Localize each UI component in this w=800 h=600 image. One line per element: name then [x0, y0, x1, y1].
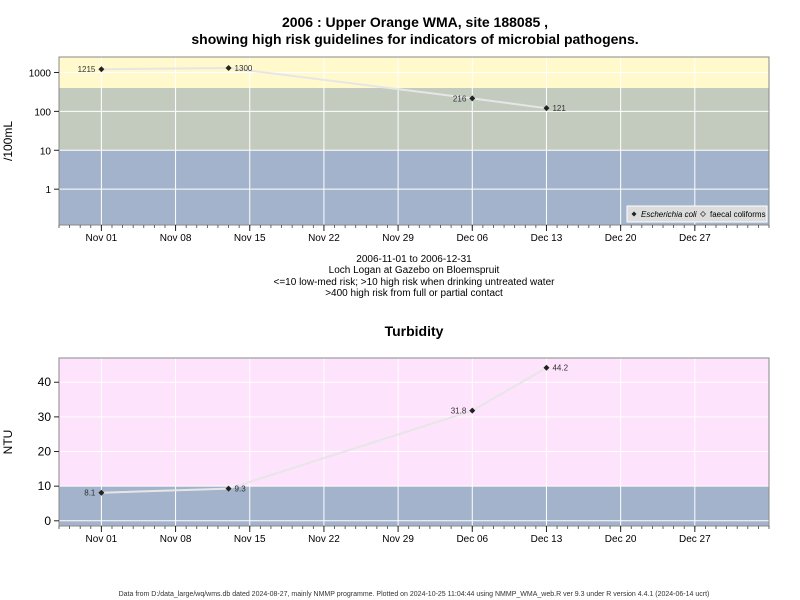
y-tick-label-2: 100 [34, 107, 51, 118]
note-contact-risk: >400 high risk from full or partial cont… [325, 288, 503, 299]
y-tick-label-4: 40 [38, 375, 52, 389]
x-tick-label-6: Dec 13 [531, 534, 563, 545]
data-label-0: 8.1 [84, 489, 96, 498]
x-tick-label-3: Nov 22 [308, 233, 340, 244]
series-line-0 [101, 66, 547, 110]
y-tick-label-1: 10 [38, 479, 52, 493]
y-tick-label-2: 20 [38, 445, 52, 459]
series-line-0 [101, 366, 548, 494]
x-tick-label-8: Dec 27 [679, 534, 711, 545]
data-point-1 [225, 65, 232, 72]
y-tick-label-0: 1 [45, 185, 51, 196]
data-label-0: 1215 [78, 65, 96, 74]
data-point-3 [543, 105, 550, 112]
y-tick-label-3: 30 [38, 410, 52, 424]
risk-band-1 [59, 87, 769, 151]
data-point-2 [469, 407, 476, 414]
x-tick-label-0: Nov 01 [86, 233, 118, 244]
data-label-3: 121 [552, 104, 566, 113]
plot-frame [58, 56, 770, 226]
turbidity-title: Turbidity [385, 323, 444, 339]
figure-title-line2: showing high risk guidelines for indicat… [191, 31, 638, 47]
data-label-1: 1300 [235, 64, 253, 73]
data-label-3: 44.2 [552, 364, 568, 373]
x-tick-label-1: Nov 08 [160, 534, 192, 545]
legend: Escherichia coli faecal coliforms [626, 205, 768, 223]
legend-label-faecal: faecal coliforms [710, 210, 766, 219]
y-axis-label: NTU [1, 430, 15, 455]
x-tick-label-2: Nov 15 [234, 534, 266, 545]
risk-band-1 [59, 358, 769, 487]
x-tick-label-6: Dec 13 [531, 233, 563, 244]
risk-band-0 [59, 486, 769, 526]
y-tick-label-1: 10 [40, 146, 52, 157]
data-point-1 [225, 485, 232, 492]
x-tick-label-4: Nov 29 [382, 233, 414, 244]
ecoli-panel: Nov 01 Nov 08 Nov 15 Nov 22 Nov 29 Dec 06 Dec … [1, 56, 770, 244]
data-point-0 [98, 66, 105, 73]
figure-title-line1: 2006 : Upper Orange WMA, site 188085 , [282, 14, 548, 30]
x-tick-label-1: Nov 08 [160, 233, 192, 244]
data-point-2 [469, 95, 476, 102]
legend-marker-faecal [700, 211, 706, 217]
turbidity-panel: Nov 01 Nov 08 Nov 15 Nov 22 Nov 29 Dec 06 Dec … [1, 357, 770, 545]
x-tick-label-7: Dec 20 [605, 534, 637, 545]
x-tick-label-5: Dec 06 [456, 534, 488, 545]
data-label-2: 216 [453, 94, 467, 103]
x-tick-label-2: Nov 15 [234, 233, 266, 244]
legend-label-ecoli: Escherichia coli [641, 210, 697, 219]
panel1-notes: 2006-11-01 to 2006-12-31 Loch Logan at G… [274, 254, 556, 299]
y-axis-label: /100mL [1, 121, 15, 161]
note-site-name: Loch Logan at Gazebo on Bloemspruit [329, 265, 500, 276]
x-tick-label-3: Nov 22 [308, 534, 340, 545]
x-tick-label-5: Dec 06 [456, 233, 488, 244]
legend-marker-ecoli [631, 211, 637, 217]
y-tick-label-3: 1000 [29, 68, 52, 79]
x-tick-label-4: Nov 29 [382, 534, 414, 545]
plot-frame [58, 357, 770, 527]
y-tick-label-0: 0 [44, 514, 51, 528]
data-point-0 [98, 489, 105, 496]
footer-note: Data from D:/data_large/wq/wms.db dated … [119, 591, 710, 598]
data-label-2: 31.8 [451, 407, 467, 416]
note-date-range: 2006-11-01 to 2006-12-31 [356, 254, 472, 265]
x-tick-label-0: Nov 01 [86, 534, 118, 545]
data-label-1: 9.3 [235, 485, 247, 494]
legend-box [626, 205, 768, 223]
data-point-3 [543, 364, 550, 371]
x-tick-label-7: Dec 20 [605, 233, 637, 244]
x-tick-label-8: Dec 27 [679, 233, 711, 244]
note-drinking-risk: <=10 low-med risk; >10 high risk when dr… [274, 277, 556, 288]
